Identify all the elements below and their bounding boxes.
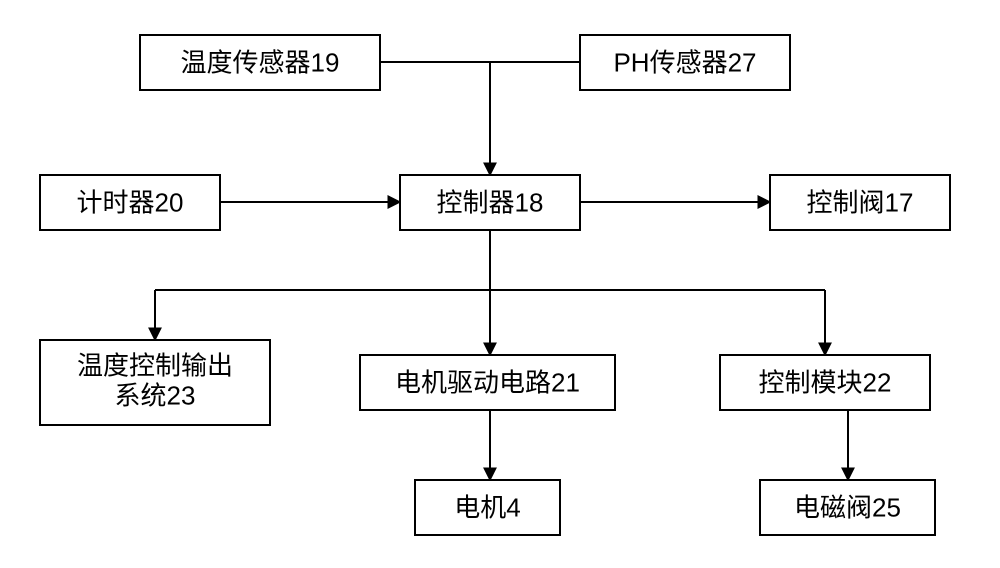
node-temp_sensor: 温度传感器19 (140, 35, 380, 90)
node-solenoid-label: 电磁阀25 (794, 492, 901, 522)
node-control_module-label: 控制模块22 (759, 367, 892, 397)
node-temp_out_sys-label-1: 系统23 (115, 380, 196, 410)
node-control_valve-label: 控制阀17 (807, 187, 914, 217)
node-temp_out_sys: 温度控制输出系统23 (40, 340, 270, 425)
node-controller-label: 控制器18 (437, 187, 544, 217)
node-temp_out_sys-label-0: 温度控制输出 (77, 350, 233, 380)
node-solenoid: 电磁阀25 (760, 480, 935, 535)
node-temp_sensor-label: 温度传感器19 (181, 47, 340, 77)
node-motor_driver-label: 电机驱动电路21 (395, 367, 580, 397)
node-ph_sensor: PH传感器27 (580, 35, 790, 90)
node-motor_driver: 电机驱动电路21 (360, 355, 615, 410)
node-motor: 电机4 (415, 480, 560, 535)
node-control_valve: 控制阀17 (770, 175, 950, 230)
node-timer-label: 计时器20 (77, 187, 184, 217)
node-controller: 控制器18 (400, 175, 580, 230)
node-ph_sensor-label: PH传感器27 (613, 47, 756, 77)
node-control_module: 控制模块22 (720, 355, 930, 410)
node-motor-label: 电机4 (454, 492, 520, 522)
node-timer: 计时器20 (40, 175, 220, 230)
